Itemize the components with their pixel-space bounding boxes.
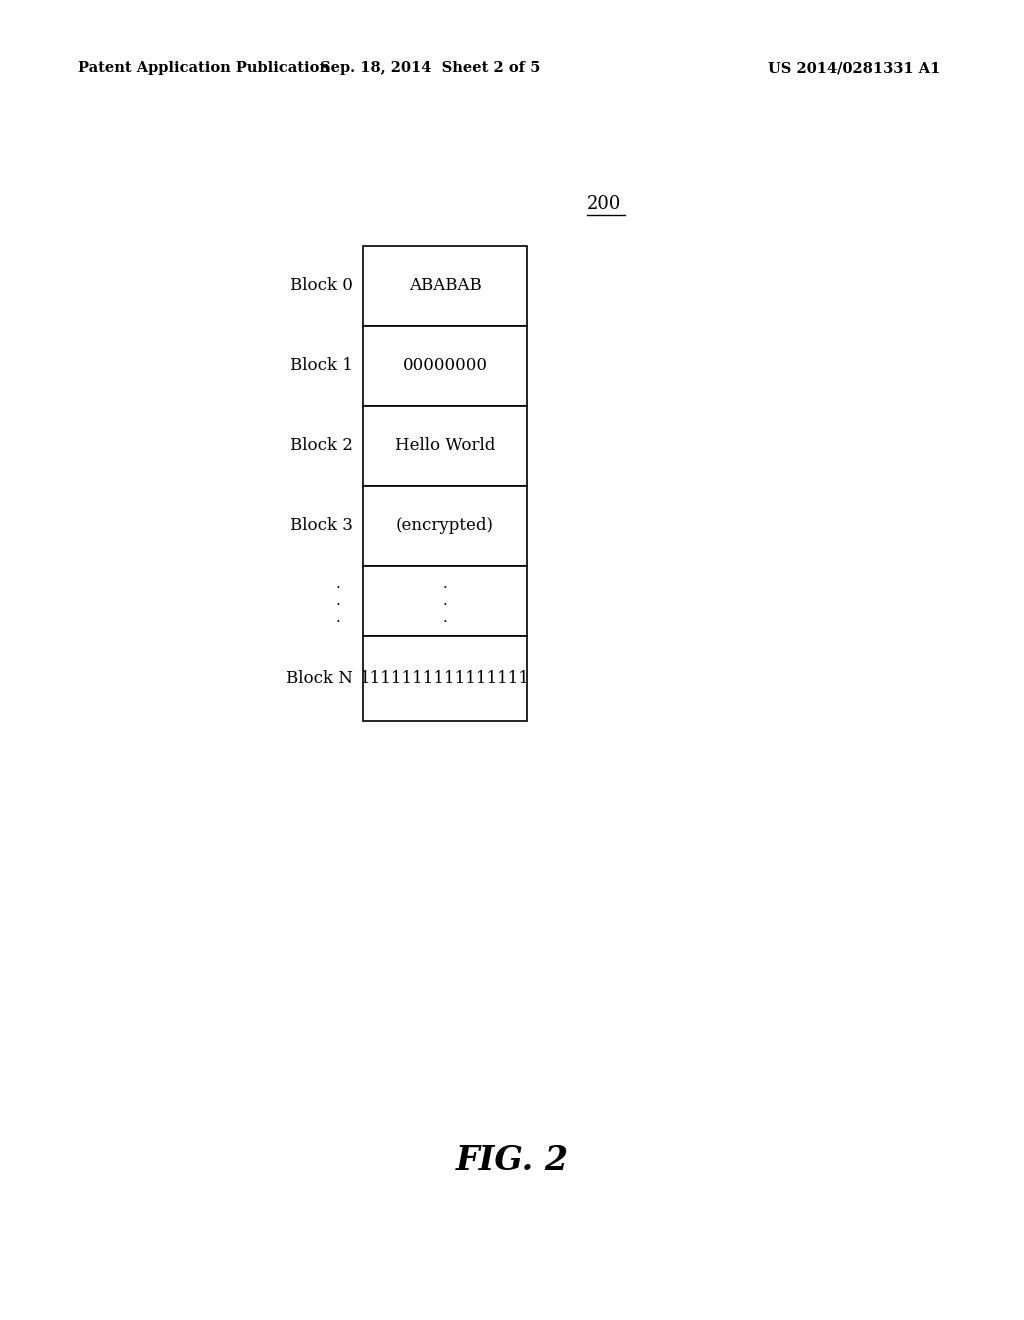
Bar [362, 407, 527, 486]
Text: .: . [442, 594, 447, 609]
Text: US 2014/0281331 A1: US 2014/0281331 A1 [768, 61, 940, 75]
Text: Patent Application Publication: Patent Application Publication [78, 61, 330, 75]
Text: 00000000: 00000000 [402, 358, 487, 375]
Text: Hello World: Hello World [395, 437, 496, 454]
Text: FIG. 2: FIG. 2 [456, 1143, 568, 1176]
Text: .: . [336, 577, 340, 590]
Text: 1111111111111111: 1111111111111111 [360, 671, 530, 686]
Bar [362, 636, 527, 721]
Text: Block N: Block N [286, 671, 353, 686]
Bar [362, 566, 527, 636]
Text: Block 2: Block 2 [290, 437, 353, 454]
Text: Block 1: Block 1 [290, 358, 353, 375]
Bar [362, 326, 527, 407]
Text: .: . [442, 577, 447, 590]
Text: .: . [442, 611, 447, 626]
Text: .: . [336, 594, 340, 609]
Bar [362, 486, 527, 566]
Text: 200: 200 [587, 195, 622, 213]
Text: (encrypted): (encrypted) [396, 517, 494, 535]
Text: ABABAB: ABABAB [409, 277, 481, 294]
Text: Block 0: Block 0 [290, 277, 353, 294]
Bar [362, 246, 527, 326]
Text: Sep. 18, 2014  Sheet 2 of 5: Sep. 18, 2014 Sheet 2 of 5 [319, 61, 541, 75]
Text: Block 3: Block 3 [290, 517, 353, 535]
Text: .: . [336, 611, 340, 626]
